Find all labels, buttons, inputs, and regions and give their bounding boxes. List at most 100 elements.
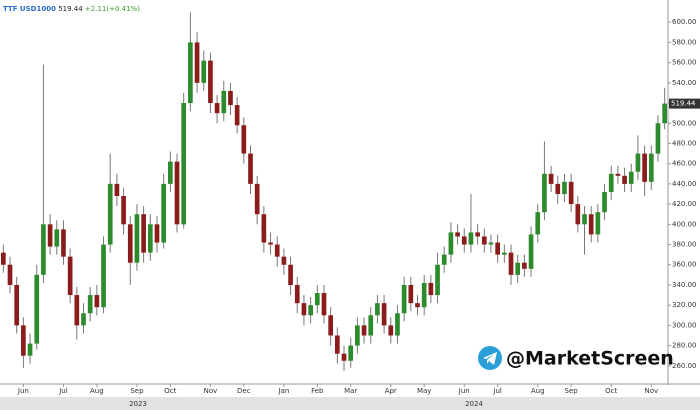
candle-body bbox=[441, 254, 447, 265]
y-tick-label: 540.00 bbox=[672, 79, 697, 87]
candle-body bbox=[288, 264, 293, 285]
candle-body bbox=[568, 181, 574, 205]
y-tick-label: 500.00 bbox=[672, 119, 697, 127]
candle-body bbox=[415, 303, 420, 308]
candle-body bbox=[87, 295, 93, 314]
candle-body bbox=[548, 173, 554, 184]
y-tick-label: 480.00 bbox=[672, 139, 697, 147]
candle-body bbox=[107, 183, 113, 245]
candle-body bbox=[408, 284, 414, 304]
year-label: 2024 bbox=[465, 400, 483, 408]
candle-body bbox=[635, 153, 641, 172]
candle-body bbox=[34, 274, 40, 344]
candle-body bbox=[268, 242, 273, 245]
symbol: TTF USD1000 bbox=[3, 5, 56, 13]
x-tick-label: Aug bbox=[531, 387, 545, 395]
candle-body bbox=[468, 232, 474, 245]
candle-body bbox=[1, 252, 6, 265]
candle-body bbox=[201, 60, 207, 83]
x-tick-label: Oct bbox=[605, 387, 617, 395]
candle-body bbox=[228, 90, 233, 106]
x-tick-label: Mar bbox=[344, 387, 357, 395]
candle-body bbox=[21, 325, 26, 356]
y-tick-label: 280.00 bbox=[672, 342, 697, 350]
candle-body bbox=[47, 224, 53, 247]
candle-body bbox=[608, 173, 614, 192]
candle-body bbox=[194, 42, 200, 83]
watermark: @MarketScreen bbox=[478, 346, 674, 370]
x-tick-label: Oct bbox=[164, 387, 176, 395]
candle-body bbox=[515, 262, 521, 275]
candle-body bbox=[141, 214, 146, 253]
candle-body bbox=[575, 204, 581, 225]
candle-body bbox=[648, 153, 654, 182]
candle-body bbox=[134, 214, 140, 263]
telegram-plane bbox=[483, 352, 497, 365]
candle-body bbox=[655, 123, 661, 154]
y-tick-label: 300.00 bbox=[672, 321, 697, 329]
y-tick-label: 360.00 bbox=[672, 261, 697, 269]
candle-body bbox=[542, 173, 547, 213]
x-tick-label: Sep bbox=[565, 387, 579, 395]
candle-body bbox=[41, 224, 46, 275]
candle-body bbox=[181, 103, 187, 225]
candle-body bbox=[101, 244, 106, 308]
candle-body bbox=[328, 315, 333, 336]
candle-body bbox=[562, 181, 567, 194]
candle-body bbox=[61, 229, 66, 257]
y-tick-label: 400.00 bbox=[672, 220, 697, 228]
candle-body bbox=[161, 183, 166, 243]
candle-body bbox=[301, 303, 307, 316]
candle-body bbox=[642, 153, 647, 182]
candle-body bbox=[355, 325, 360, 346]
candle-body bbox=[588, 214, 594, 235]
candle-body bbox=[508, 252, 514, 275]
candle-body bbox=[375, 303, 380, 316]
candle-body bbox=[428, 282, 434, 296]
candle-body bbox=[147, 224, 153, 253]
watermark-text: @MarketScreen bbox=[506, 348, 674, 370]
candle-body bbox=[615, 173, 621, 176]
candle-body bbox=[435, 264, 440, 296]
candle-body bbox=[241, 125, 247, 154]
candle-body bbox=[395, 313, 400, 336]
candles bbox=[1, 12, 667, 371]
candle-body bbox=[595, 212, 601, 235]
y-tick-label: 380.00 bbox=[672, 241, 697, 249]
x-tick-label: Sep bbox=[130, 387, 144, 395]
x-tick-label: Dec bbox=[237, 387, 251, 395]
candle-body bbox=[274, 244, 280, 257]
candle-body bbox=[535, 212, 541, 235]
x-tick-label: May bbox=[417, 387, 431, 395]
year-strip bbox=[0, 397, 700, 410]
candle-body bbox=[81, 313, 86, 326]
candle-body bbox=[455, 232, 460, 237]
price: 519.44 bbox=[58, 5, 83, 13]
candle-body bbox=[522, 262, 527, 269]
candle-body bbox=[234, 105, 240, 126]
candle-body bbox=[555, 183, 561, 194]
candle-body bbox=[662, 103, 667, 124]
candle-body bbox=[14, 284, 20, 326]
candle-body bbox=[221, 90, 227, 114]
candle-body bbox=[7, 264, 13, 285]
candle-body bbox=[388, 325, 394, 336]
last-price-label: 519.44 bbox=[671, 100, 696, 108]
candle-body bbox=[348, 345, 354, 361]
candle-body bbox=[114, 183, 120, 197]
y-tick-label: 420.00 bbox=[672, 200, 697, 208]
x-tick-label: Jan bbox=[278, 387, 290, 395]
x-tick-label: Aug bbox=[90, 387, 104, 395]
candle-body bbox=[368, 315, 374, 336]
candle-body bbox=[174, 161, 180, 225]
candle-body bbox=[488, 242, 494, 245]
y-tick-label: 260.00 bbox=[672, 362, 697, 370]
candle-body bbox=[481, 236, 487, 245]
candle-body bbox=[448, 232, 454, 255]
year-label: 2023 bbox=[129, 400, 147, 408]
candle-body bbox=[261, 214, 267, 243]
x-tick-label: Jul bbox=[58, 387, 68, 395]
candle-body bbox=[401, 284, 407, 314]
candle-body bbox=[461, 236, 467, 245]
